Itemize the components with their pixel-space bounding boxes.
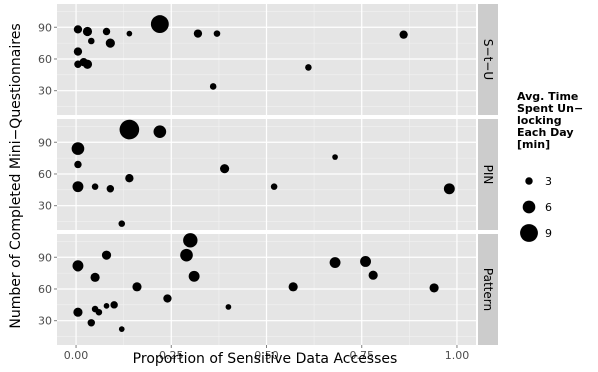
y-tick-label: 60 [38, 53, 52, 66]
x-tick-label: 0.25 [159, 349, 184, 362]
data-point [73, 307, 83, 317]
y-tick-label: 90 [38, 21, 52, 34]
facet-strip [478, 4, 498, 115]
data-point [118, 220, 126, 227]
data-point [88, 37, 95, 45]
x-axis-label: Proportion of Sensitive Data Accesses [133, 351, 398, 367]
y-tick-label: 30 [38, 200, 52, 213]
panel-0: 30 60 90 S−t−U [38, 4, 498, 115]
data-point [329, 257, 341, 268]
legend-key-9 [520, 224, 538, 242]
x-tick-label: 0.50 [254, 349, 279, 362]
x-tick-label: 0.00 [64, 349, 89, 362]
legend-label-6: 6 [545, 201, 552, 214]
data-point [209, 83, 217, 90]
data-point [91, 183, 99, 190]
legend-title-line: Avg. Time [517, 90, 578, 103]
data-point [95, 308, 103, 316]
data-point [110, 301, 118, 309]
y-tick-label: 60 [38, 283, 52, 296]
data-point [82, 26, 93, 37]
data-point [150, 15, 169, 34]
data-point [132, 282, 142, 292]
data-point [73, 47, 83, 56]
data-point [443, 183, 455, 195]
y-tick-label: 30 [38, 315, 52, 328]
data-point [399, 30, 408, 39]
panels: 30 60 90 S−t−U 30 60 90 PIN 30 60 90 Pattern [38, 4, 498, 345]
data-point [193, 29, 203, 38]
data-point [118, 326, 125, 332]
facet-strip-label: PIN [481, 165, 495, 185]
data-point [213, 30, 221, 37]
data-point [305, 64, 312, 71]
x-axis: 0.00 0.25 0.50 0.75 1.00 [64, 345, 469, 362]
y-axis-label: Number of Completed Mini−Questionnaires [8, 23, 24, 328]
facet-strip [478, 119, 498, 230]
y-tick-label: 60 [38, 168, 52, 181]
panel-1: 30 60 90 PIN [38, 119, 498, 230]
x-tick-label: 0.75 [349, 349, 374, 362]
facet-strip [478, 234, 498, 345]
data-point [360, 256, 371, 267]
legend-label-9: 9 [545, 227, 552, 240]
data-point [74, 264, 82, 272]
data-point [225, 304, 232, 310]
data-point [90, 272, 100, 282]
data-point [106, 185, 115, 193]
data-point [188, 270, 200, 282]
data-point [102, 27, 111, 36]
data-point [220, 164, 230, 174]
data-point [429, 283, 439, 293]
data-point [72, 181, 84, 193]
data-point [87, 319, 95, 327]
data-point [103, 303, 110, 309]
data-point [74, 60, 82, 68]
data-point [126, 30, 133, 37]
data-point [183, 233, 198, 248]
legend-title-line: Each Day [517, 126, 574, 139]
data-point [153, 125, 167, 139]
data-point [163, 294, 172, 303]
data-point [82, 59, 93, 69]
data-point [180, 248, 193, 262]
legend-key-6 [522, 200, 536, 214]
legend-key-3 [525, 177, 533, 185]
legend-title-line: [min] [517, 138, 550, 151]
data-point [270, 183, 278, 190]
data-point [332, 154, 338, 160]
data-point [74, 160, 82, 169]
x-tick-label: 1.00 [445, 349, 470, 362]
panel-2: 30 60 90 Pattern [38, 233, 498, 345]
legend-title-line: locking [517, 114, 562, 127]
y-tick-label: 90 [38, 136, 52, 149]
data-point [288, 282, 298, 292]
y-tick-label: 90 [38, 251, 52, 264]
data-point [71, 142, 85, 155]
data-point [368, 270, 378, 280]
data-point [125, 174, 134, 183]
facet-strip-label: Pattern [481, 268, 495, 311]
data-point [73, 25, 83, 34]
y-tick-label: 30 [38, 85, 52, 98]
legend-title-line: Spent Un− [517, 102, 583, 115]
data-point [101, 250, 112, 260]
facet-strip-label: S−t−U [481, 39, 495, 80]
legend-label-3: 3 [545, 175, 552, 188]
data-point [105, 38, 115, 48]
data-point [119, 119, 140, 140]
